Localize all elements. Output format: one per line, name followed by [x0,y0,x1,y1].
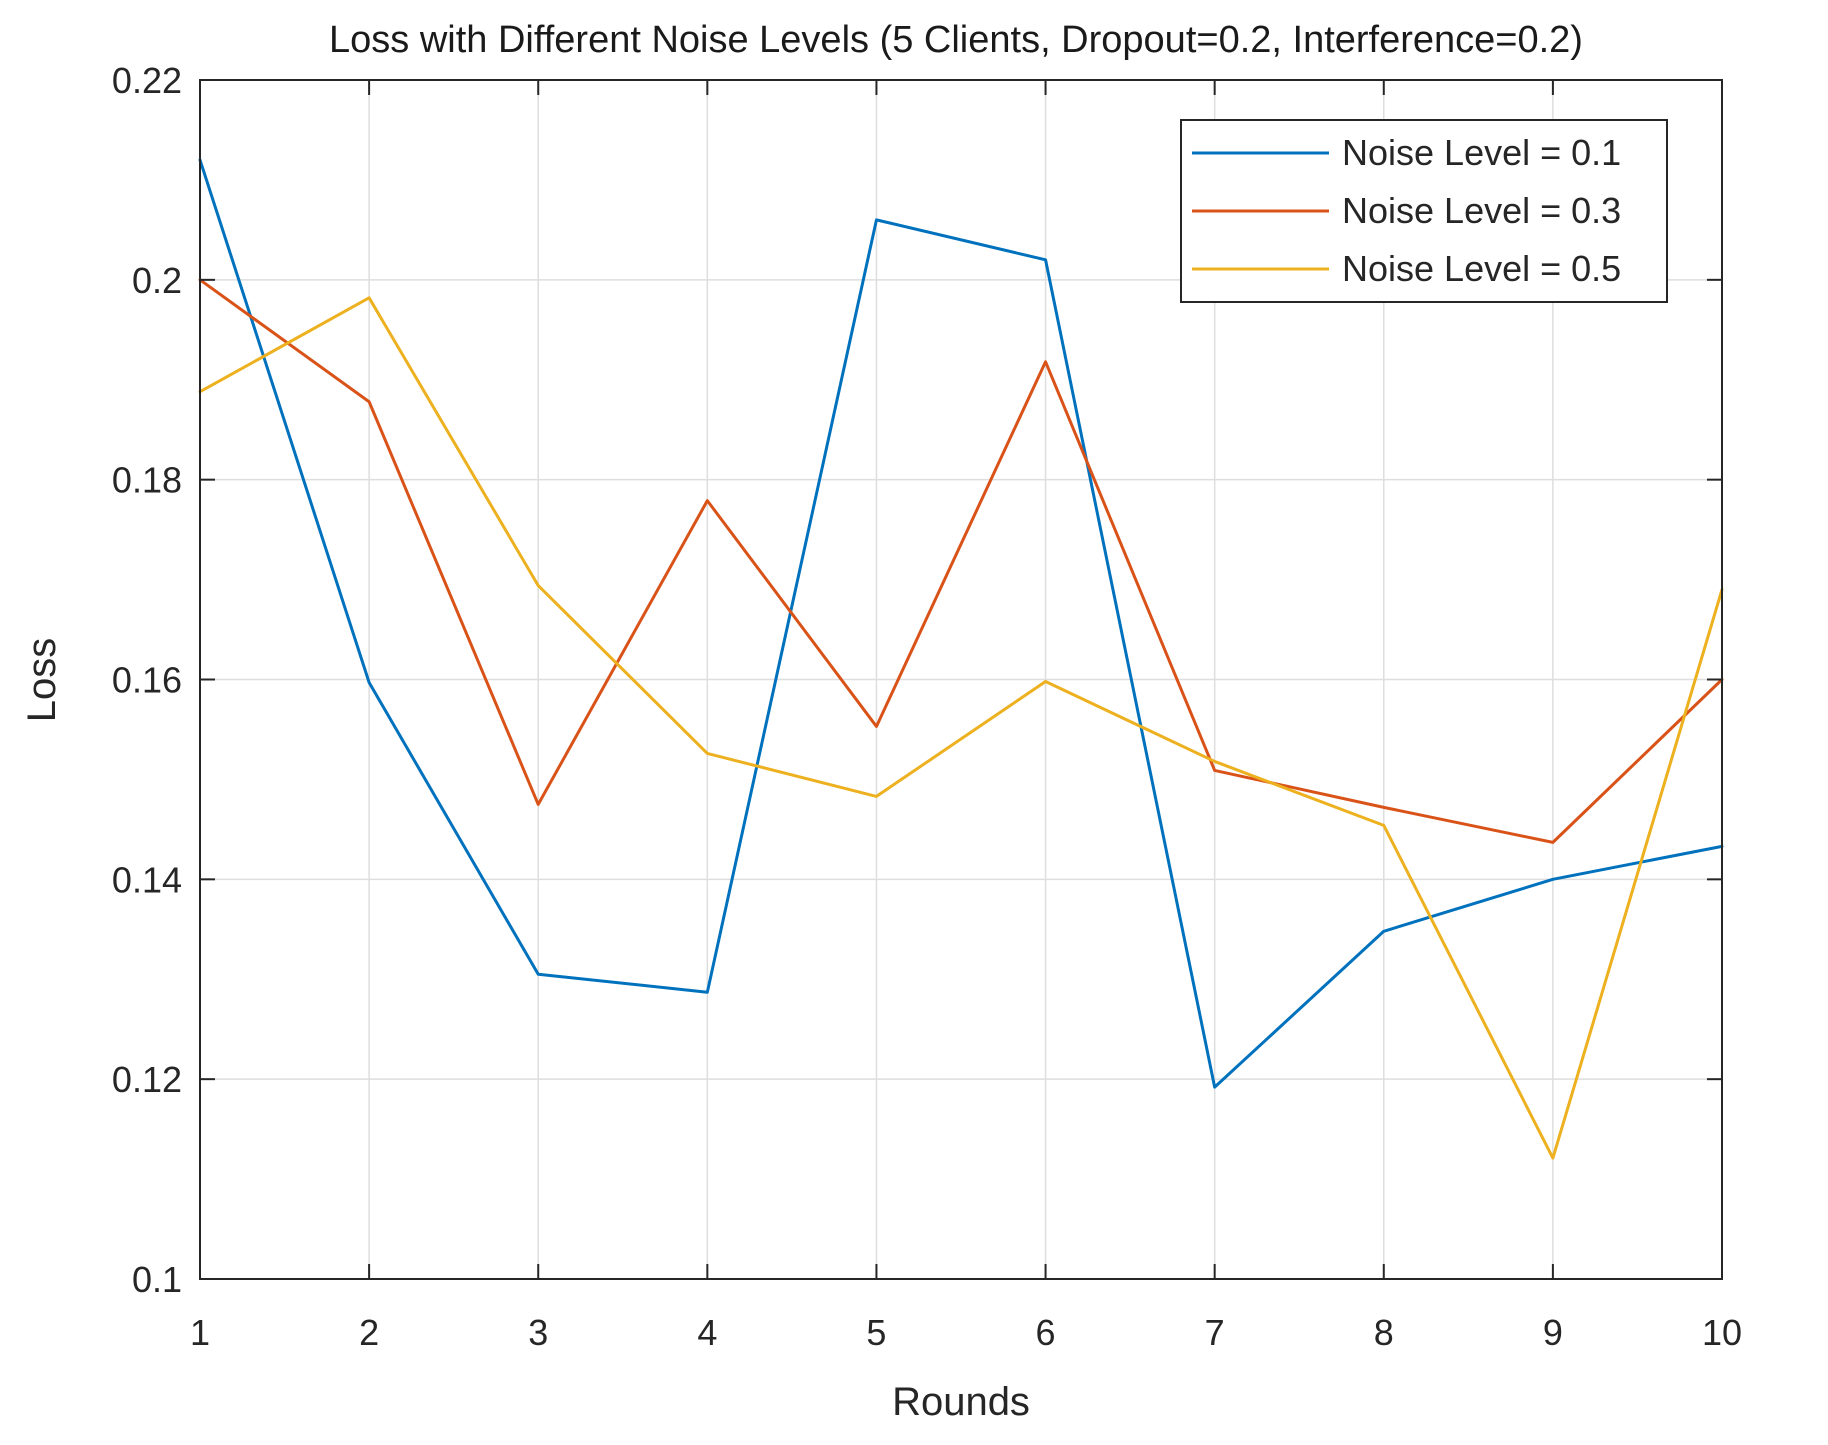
y-tick-labels: 0.1 0.12 0.14 0.16 0.18 0.2 0.22 [112,60,182,1300]
x-tick-label: 2 [359,1312,379,1353]
data-series [198,158,1724,1160]
x-tick-label: 7 [1205,1312,1225,1353]
x-tick-labels: 1 2 3 4 5 6 7 8 9 10 [190,1312,1742,1353]
x-tick-label: 4 [697,1312,717,1353]
x-tick-label: 3 [528,1312,548,1353]
series-line-2 [198,278,1724,844]
y-tick-label: 0.16 [112,660,182,701]
x-tick-label: 8 [1374,1312,1394,1353]
x-axis-label: Rounds [892,1380,1030,1424]
legend-entry-label: Noise Level = 0.1 [1342,132,1621,173]
series-line-3 [198,296,1724,1160]
chart-title: Loss with Different Noise Levels (5 Clie… [329,19,1583,61]
legend: Noise Level = 0.1 Noise Level = 0.3 Noise … [1180,119,1668,303]
x-tick-label: 10 [1702,1312,1742,1353]
y-axis-label: Loss [20,638,64,723]
y-tick-label: 0.2 [132,260,182,301]
y-tick-label: 0.18 [112,460,182,501]
y-tick-label: 0.12 [112,1059,182,1100]
x-tick-label: 1 [190,1312,210,1353]
x-tick-label: 5 [866,1312,886,1353]
y-tick-label: 0.22 [112,60,182,101]
y-tick-label: 0.14 [112,859,182,900]
legend-entry-label: Noise Level = 0.3 [1342,190,1621,231]
axis-ticks [199,79,1723,1280]
legend-entry-label: Noise Level = 0.5 [1342,248,1621,289]
x-tick-label: 9 [1543,1312,1563,1353]
y-tick-label: 0.1 [132,1259,182,1300]
series-line-1 [198,158,1724,1089]
x-tick-label: 6 [1036,1312,1056,1353]
